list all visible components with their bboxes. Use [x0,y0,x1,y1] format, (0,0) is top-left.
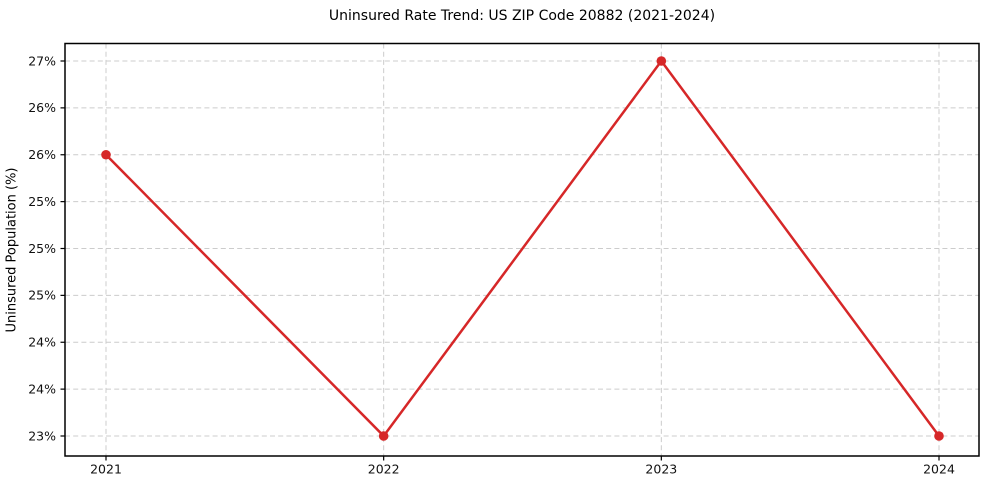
data-point-marker [101,149,111,160]
plot-border [64,42,980,457]
y-tick-label: 24% [28,381,56,396]
y-tick-label: 27% [28,53,56,68]
y-tick-label: 26% [28,147,56,162]
y-tick-label: 25% [28,241,56,256]
chart-title: Uninsured Rate Trend: US ZIP Code 20882 … [328,8,716,24]
x-tick-label: 2021 [90,462,122,477]
data-point-marker [934,431,944,441]
x-tick-label: 2023 [645,462,677,477]
x-tick-label: 2022 [368,462,400,477]
data-point-marker [656,56,667,66]
x-tick-label: 2024 [923,462,955,477]
y-tick-label: 24% [28,335,56,350]
y-tick-label: 26% [28,100,56,115]
trend-line [104,59,941,438]
y-tick-label: 23% [28,428,56,443]
y-tick-label: 25% [28,288,56,303]
y-tick-label: 25% [28,194,56,209]
data-point-marker [378,431,389,441]
